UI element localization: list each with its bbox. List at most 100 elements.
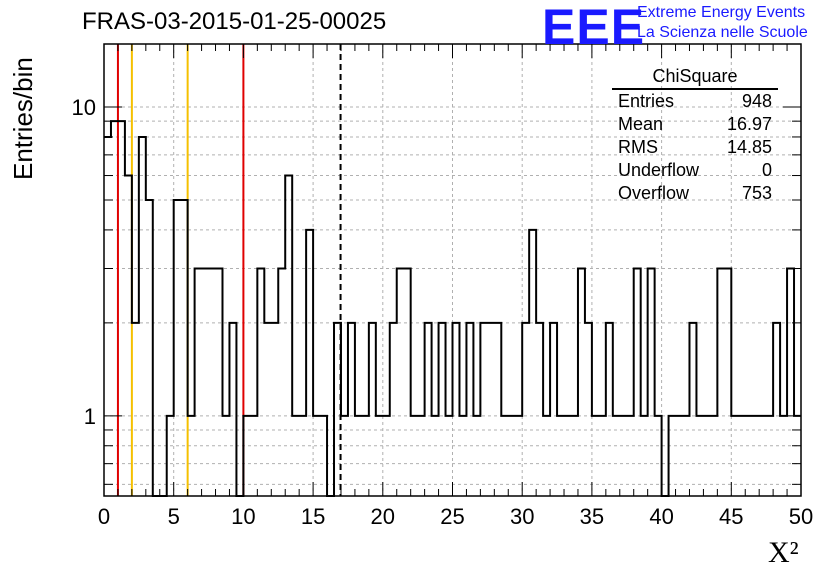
histogram-bin — [216, 268, 223, 496]
histogram-bin — [195, 268, 202, 496]
x-tick-label: 30 — [510, 504, 534, 529]
histogram-bin — [759, 416, 766, 496]
histogram-bin — [376, 416, 383, 496]
histogram-bin — [787, 268, 794, 496]
histogram-bin — [592, 416, 599, 496]
stats-value: 0 — [761, 160, 772, 180]
histogram-bin — [222, 416, 229, 496]
histogram-bin — [432, 416, 439, 496]
histogram-bin — [599, 416, 606, 496]
stats-value: 14.85 — [726, 137, 772, 157]
histogram-bin — [487, 323, 494, 496]
histogram-bin — [167, 416, 174, 496]
histogram-bin — [752, 416, 759, 496]
histogram-bin — [571, 416, 578, 496]
histogram-bin — [264, 323, 271, 496]
x-tick-label: 35 — [580, 504, 604, 529]
x-axis-label: X² — [768, 536, 799, 569]
histogram-bin — [473, 416, 480, 496]
histogram-bin — [606, 323, 613, 496]
x-tick-label: 20 — [371, 504, 395, 529]
histogram-bin — [348, 323, 355, 496]
stats-value: 948 — [741, 91, 772, 111]
x-tick-label: 5 — [168, 504, 180, 529]
histogram-bin — [146, 200, 153, 496]
histogram-bin — [745, 416, 752, 496]
histogram-outline — [104, 120, 801, 497]
stats-label: RMS — [618, 137, 658, 157]
stats-box: ChiSquare Entries 948 Mean 16.97 RMS 14.… — [612, 66, 778, 206]
histogram-bin — [515, 416, 522, 496]
histogram-bin — [383, 416, 390, 496]
histogram-bin — [397, 268, 404, 496]
histogram-bin — [278, 268, 285, 496]
histogram-bin — [411, 416, 418, 496]
x-tick-label: 50 — [789, 504, 813, 529]
histogram-bin — [494, 323, 501, 496]
histogram-bin — [111, 121, 118, 496]
histogram-bin — [425, 323, 432, 496]
histogram-bin — [641, 416, 648, 496]
stats-label: Overflow — [618, 183, 690, 203]
histogram-bin — [404, 268, 411, 496]
stats-row-underflow: Underflow 0 — [612, 160, 778, 183]
histogram-bin — [466, 323, 473, 496]
y-tick-label: 1 — [84, 404, 96, 429]
histogram-bin — [418, 416, 425, 496]
x-tick-label: 25 — [440, 504, 464, 529]
histogram-bin — [508, 416, 515, 496]
stats-row-entries: Entries 948 — [612, 91, 778, 114]
histogram-bin — [676, 416, 683, 496]
histogram-bin — [453, 323, 460, 496]
histogram-bin — [334, 323, 341, 496]
histogram-bin — [780, 416, 787, 496]
histogram-bin — [306, 230, 313, 496]
histogram-bin — [292, 416, 299, 496]
histogram-bin — [299, 416, 306, 496]
histogram-bin — [689, 323, 696, 496]
stats-label: Underflow — [618, 160, 700, 180]
histogram-bin — [683, 416, 690, 496]
histogram-bin — [132, 323, 139, 496]
y-tick-label: 10 — [72, 95, 96, 120]
histogram-bin — [446, 416, 453, 496]
stats-row-mean: Mean 16.97 — [612, 114, 778, 137]
histogram-bin — [655, 416, 662, 496]
histogram-bin — [585, 323, 592, 496]
x-tick-label: 15 — [301, 504, 325, 529]
histogram-bin — [202, 268, 209, 496]
histogram-bin — [738, 416, 745, 496]
histogram-bin — [313, 416, 320, 496]
histogram-bin — [271, 323, 278, 496]
histogram-bin — [696, 416, 703, 496]
histogram-bin — [634, 268, 641, 496]
histogram-bin — [125, 176, 132, 496]
histogram-bin — [669, 416, 676, 496]
histogram-bin — [710, 416, 717, 496]
histogram-bin — [181, 200, 188, 496]
histogram-bin — [536, 323, 543, 496]
histogram-bin — [557, 416, 564, 496]
histogram-bin — [243, 416, 250, 496]
histogram-bin — [703, 416, 710, 496]
x-tick-label: 0 — [98, 504, 110, 529]
histogram-bin — [174, 200, 181, 496]
histogram-bin — [543, 416, 550, 496]
histogram-bin — [731, 416, 738, 496]
histogram-bin — [362, 416, 369, 496]
histogram-bin — [390, 323, 397, 496]
x-tick-label: 45 — [719, 504, 743, 529]
y-axis-label: Entries/bin — [8, 57, 38, 180]
stats-row-overflow: Overflow 753 — [612, 183, 778, 206]
histogram-bin — [229, 323, 236, 496]
stats-value: 16.97 — [726, 114, 772, 134]
histogram-bin — [257, 268, 264, 496]
histogram-bin — [285, 176, 292, 496]
histogram-bin — [459, 416, 466, 496]
histogram-bin — [320, 416, 327, 496]
histogram-bin — [724, 268, 731, 496]
histogram-bin — [620, 416, 627, 496]
histogram-bin — [522, 323, 529, 496]
stats-label: Mean — [618, 114, 664, 134]
histogram-bin — [369, 323, 376, 496]
